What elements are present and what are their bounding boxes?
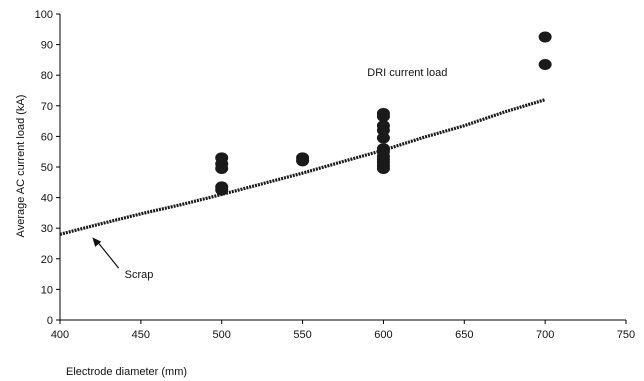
- y-tick-label: 0: [47, 315, 53, 327]
- dri-current-load-label: DRI current load: [367, 67, 447, 79]
- x-tick-label: 700: [536, 329, 554, 341]
- x-tick-label: 450: [132, 329, 150, 341]
- x-axis-title: Electrode diameter (mm): [66, 366, 187, 378]
- data-point: [376, 111, 390, 123]
- data-point: [215, 184, 229, 196]
- x-tick-label: 650: [455, 329, 473, 341]
- points-layer: [215, 31, 552, 196]
- data-point: [538, 58, 552, 70]
- data-point: [215, 163, 229, 175]
- data-point: [376, 124, 390, 136]
- x-tick-label: 500: [213, 329, 231, 341]
- y-tick-label: 80: [41, 70, 53, 82]
- y-tick-label: 90: [41, 40, 53, 52]
- y-tick-label: 60: [41, 131, 53, 143]
- x-tick-label: 750: [617, 329, 635, 341]
- annotations-layer: DRI current load Scrap: [92, 67, 447, 281]
- scrap-arrow-line: [95, 240, 120, 269]
- data-point: [376, 163, 390, 175]
- axes: 0 10 20 30 40 50 60 70 80 90 100 400 450 500 550 600 650…: [35, 9, 636, 341]
- y-tick-label: 10: [41, 284, 53, 296]
- data-point: [376, 132, 390, 144]
- x-tick-label: 600: [374, 329, 392, 341]
- scrap-label: Scrap: [125, 269, 154, 281]
- y-tick-label: 30: [41, 223, 53, 235]
- fit-line-layer: [59, 98, 546, 236]
- y-axis-title: Average AC current load (kA): [15, 95, 27, 238]
- scrap-arrow-head: [92, 237, 102, 247]
- data-point: [296, 155, 310, 167]
- data-point: [538, 31, 552, 43]
- dri-current-load-line: [59, 98, 546, 236]
- y-tick-label: 40: [41, 193, 53, 205]
- y-tick-label: 70: [41, 101, 53, 113]
- y-tick-label: 50: [41, 162, 53, 174]
- x-tick-label: 550: [293, 329, 311, 341]
- x-tick-label: 400: [51, 329, 69, 341]
- y-tick-label: 20: [41, 254, 53, 266]
- y-tick-label: 100: [35, 9, 53, 21]
